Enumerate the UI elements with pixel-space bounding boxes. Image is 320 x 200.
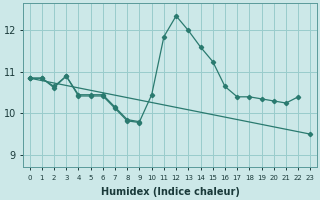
X-axis label: Humidex (Indice chaleur): Humidex (Indice chaleur) — [100, 187, 239, 197]
